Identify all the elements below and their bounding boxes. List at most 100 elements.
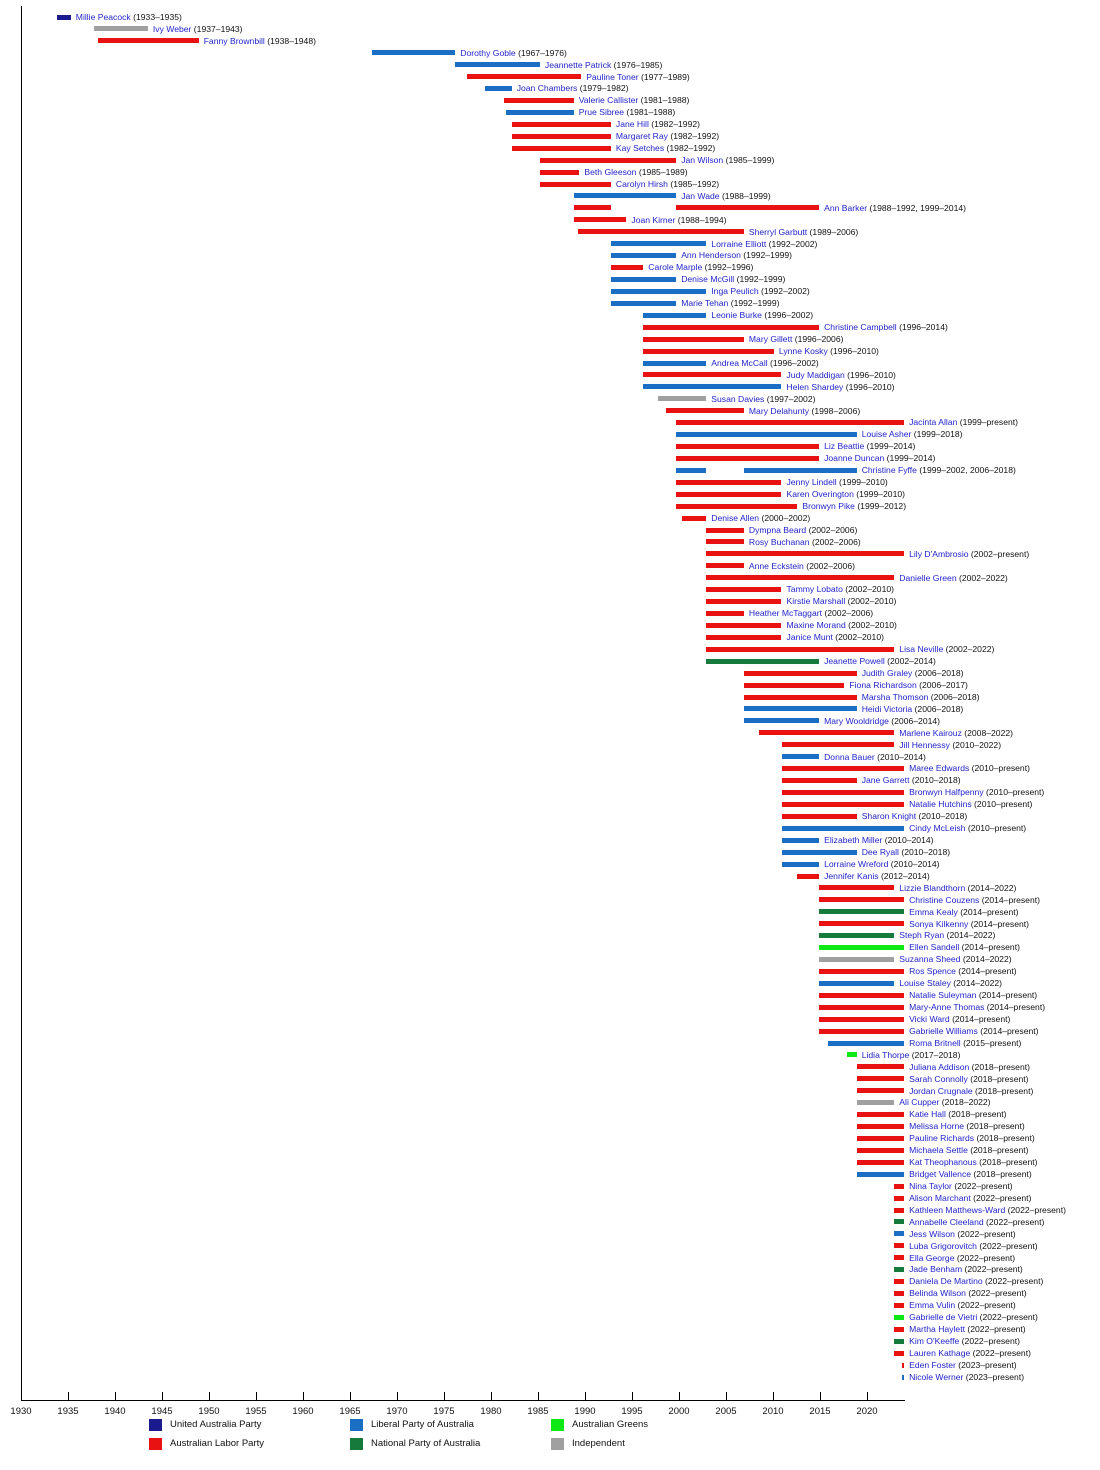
person-name-link[interactable]: Fiona Richardson <box>849 679 917 690</box>
person-name-link[interactable]: Ros Spence <box>909 966 956 977</box>
person-name-link[interactable]: Mary Gillett <box>748 333 793 344</box>
person-name-link[interactable]: Jenny Lindell <box>786 477 837 488</box>
person-name-link[interactable]: Fanny Brownbill <box>203 35 265 46</box>
person-name-link[interactable]: Belinda Wilson <box>909 1288 966 1299</box>
person-name-link[interactable]: Marlene Kairouz <box>899 727 962 738</box>
person-name-link[interactable]: Mary-Anne Thomas <box>909 1002 985 1012</box>
person-name-link[interactable]: Dympna Beard <box>748 524 807 535</box>
person-name-link[interactable]: Jeanette Powell <box>824 656 885 666</box>
person-name-link[interactable]: Rosy Buchanan <box>748 536 810 547</box>
person-name-link[interactable]: Jordan Crugnale <box>909 1085 973 1096</box>
person-name-link[interactable]: Heather McTaggart <box>748 608 822 619</box>
person-name-link[interactable]: Louise Staley <box>899 978 951 989</box>
person-name-link[interactable]: Bronwyn Halfpenny <box>909 787 984 798</box>
person-name-link[interactable]: Jess Wilson <box>909 1228 955 1239</box>
person-name-link[interactable]: Ivy Weber <box>152 23 192 34</box>
person-name-link[interactable]: Ali Cupper <box>899 1097 940 1108</box>
person-name-link[interactable]: Ann Henderson <box>681 250 741 261</box>
person-name-link[interactable]: Kim O'Keeffe <box>909 1336 960 1346</box>
person-name-link[interactable]: Lauren Kathage <box>909 1348 971 1358</box>
person-name-link[interactable]: Suzanna Sheed <box>899 954 961 965</box>
person-name-link[interactable]: Andrea McCall <box>711 357 768 368</box>
person-name-link[interactable]: Kat Theophanous <box>909 1157 977 1168</box>
person-name-link[interactable]: Carolyn Hirsh <box>615 178 668 189</box>
person-name-link[interactable]: Jan Wilson <box>681 155 724 165</box>
person-name-link[interactable]: Natalie Hutchins <box>909 799 972 810</box>
person-name-link[interactable]: Helen Shardey <box>786 381 844 392</box>
person-name-link[interactable]: Nina Taylor <box>909 1180 952 1191</box>
person-name-link[interactable]: Leonie Burke <box>711 310 762 321</box>
person-name-link[interactable]: Sherryl Garbutt <box>748 226 808 237</box>
person-name-link[interactable]: Jane Garrett <box>861 775 910 786</box>
person-name-link[interactable]: Heidi Victoria <box>861 703 913 714</box>
person-name-link[interactable]: Marie Tehan <box>681 298 729 309</box>
person-name-link[interactable]: Natalie Suleyman <box>909 990 977 1001</box>
person-name-link[interactable]: Emma Kealy <box>909 906 958 917</box>
person-name-link[interactable]: Mary Delahunty <box>748 405 810 416</box>
person-name-link[interactable]: Jan Wade <box>681 190 720 201</box>
person-name-link[interactable]: Lily D'Ambrosio <box>909 548 969 559</box>
person-name-link[interactable]: Bronwyn Pike <box>802 500 855 511</box>
person-name-link[interactable]: Luba Grigorovitch <box>909 1240 977 1251</box>
person-name-link[interactable]: Ellen Sandell <box>909 942 960 953</box>
person-name-link[interactable]: Valerie Callister <box>578 95 639 106</box>
person-name-link[interactable]: Roma Britnell <box>909 1037 961 1048</box>
person-name-link[interactable]: Millie Peacock <box>75 11 131 22</box>
person-name-link[interactable]: Karen Overington <box>786 489 854 499</box>
person-name-link[interactable]: Judy Maddigan <box>786 369 845 380</box>
person-name-link[interactable]: Kathleen Matthews-Ward <box>909 1204 1006 1215</box>
person-name-link[interactable]: Melissa Horne <box>909 1121 965 1132</box>
person-name-link[interactable]: Judith Graley <box>861 667 913 678</box>
person-name-link[interactable]: Pauline Richards <box>909 1133 975 1144</box>
person-name-link[interactable]: Pauline Toner <box>586 71 639 82</box>
person-name-link[interactable]: Nicole Werner <box>909 1371 964 1382</box>
person-name-link[interactable]: Jeannette Patrick <box>544 59 612 70</box>
person-name-link[interactable]: Tammy Lobato <box>786 584 843 595</box>
person-name-link[interactable]: Jade Benham <box>909 1264 963 1275</box>
person-name-link[interactable]: Lisa Neville <box>899 644 944 655</box>
person-name-link[interactable]: Christine Fyffe <box>861 465 917 476</box>
person-name-link[interactable]: Maree Edwards <box>909 763 970 774</box>
person-name-link[interactable]: Jacinta Allan <box>909 417 958 428</box>
person-name-link[interactable]: Gabrielle de Vietri <box>909 1312 978 1323</box>
person-name-link[interactable]: Cindy McLeish <box>909 823 966 833</box>
person-name-link[interactable]: Dee Ryall <box>861 846 899 857</box>
person-name-link[interactable]: Denise Allen <box>711 512 760 523</box>
person-name-link[interactable]: Bridget Vallence <box>909 1169 972 1179</box>
person-name-link[interactable]: Katie Hall <box>909 1109 946 1120</box>
person-name-link[interactable]: Vicki Ward <box>909 1013 950 1024</box>
person-name-link[interactable]: Elizabeth Miller <box>824 835 883 845</box>
person-name-link[interactable]: Joan Kirner <box>631 214 676 225</box>
person-name-link[interactable]: Beth Gleeson <box>584 166 637 177</box>
person-name-link[interactable]: Kirstie Marshall <box>786 596 846 607</box>
person-name-link[interactable]: Liz Beattie <box>824 441 865 452</box>
person-name-link[interactable]: Sarah Connolly <box>909 1073 968 1084</box>
person-name-link[interactable]: Joanne Duncan <box>824 453 885 464</box>
person-name-link[interactable]: Joan Chambers <box>516 83 578 94</box>
person-name-link[interactable]: Dorothy Goble <box>460 47 516 58</box>
person-name-link[interactable]: Jill Hennessy <box>899 739 950 750</box>
person-name-link[interactable]: Anne Eckstein <box>748 560 804 571</box>
person-name-link[interactable]: Sonya Kilkenny <box>909 918 969 929</box>
person-name-link[interactable]: Denise McGill <box>681 274 735 285</box>
person-name-link[interactable]: Lizzie Blandthorn <box>899 882 966 893</box>
person-name-link[interactable]: Eden Foster <box>909 1359 956 1370</box>
person-name-link[interactable]: Martha Haylett <box>909 1324 965 1335</box>
person-name-link[interactable]: Louise Asher <box>861 429 912 440</box>
person-name-link[interactable]: Juliana Addison <box>909 1061 970 1072</box>
person-name-link[interactable]: Marsha Thomson <box>861 691 929 702</box>
person-name-link[interactable]: Inga Peulich <box>711 286 759 297</box>
person-name-link[interactable]: Kay Setches <box>615 143 665 153</box>
person-name-link[interactable]: Lynne Kosky <box>778 345 828 356</box>
person-name-link[interactable]: Sharon Knight <box>861 811 917 822</box>
person-name-link[interactable]: Susan Davies <box>711 393 765 404</box>
person-name-link[interactable]: Mary Wooldridge <box>824 715 889 726</box>
person-name-link[interactable]: Christine Campbell <box>824 322 897 332</box>
person-name-link[interactable]: Christine Couzens <box>909 894 980 905</box>
person-name-link[interactable]: Donna Bauer <box>824 751 875 762</box>
person-name-link[interactable]: Carole Marple <box>648 262 703 273</box>
person-name-link[interactable]: Ella George <box>909 1252 955 1263</box>
person-name-link[interactable]: Prue Sibree <box>578 107 625 118</box>
person-name-link[interactable]: Ann Barker <box>824 202 868 213</box>
person-name-link[interactable]: Lidia Thorpe <box>861 1049 910 1060</box>
